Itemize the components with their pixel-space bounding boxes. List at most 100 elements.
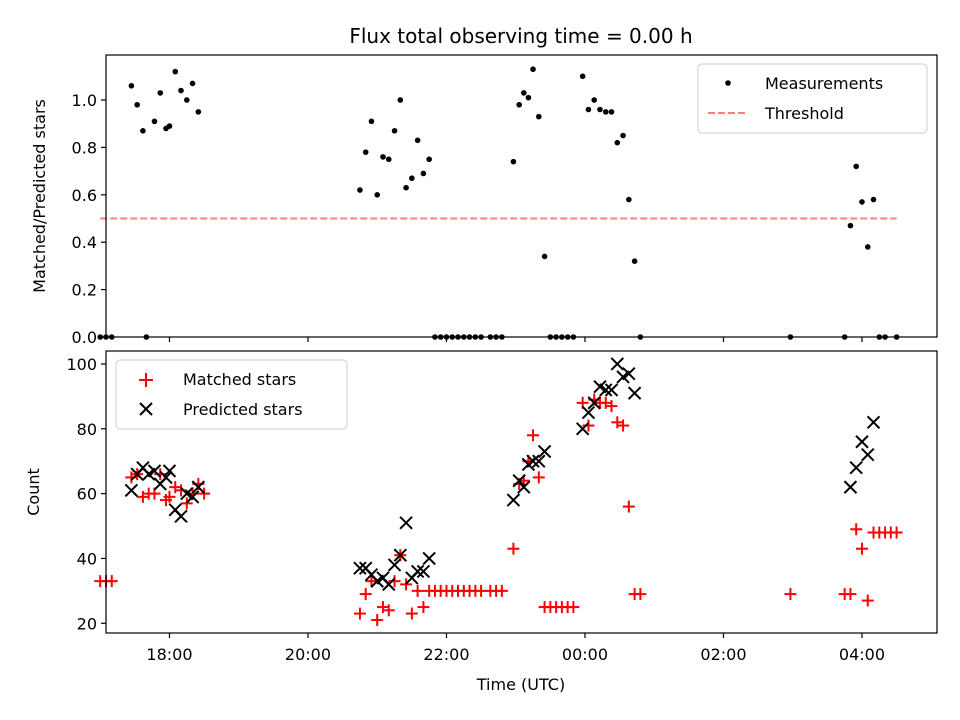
bottom-x-tick-label: 20:00 (285, 645, 331, 664)
matched-stars-point (163, 490, 176, 503)
top-y-tick-label: 0.8 (72, 138, 97, 157)
top-plot-marks (97, 66, 900, 340)
predicted-stars-point (537, 444, 552, 459)
measurement-point (864, 244, 871, 250)
predicted-stars-point (387, 558, 402, 572)
predicted-stars-point (581, 405, 596, 420)
measurement-point (516, 101, 522, 108)
predicted-stars-point (610, 357, 625, 371)
matched-stars-point (198, 487, 211, 500)
bottom-x-tick-label: 18:00 (146, 645, 192, 664)
matched-stars-point (495, 584, 508, 597)
matched-stars-point (417, 601, 430, 614)
legend-predicted-label: Predicted stars (183, 400, 303, 419)
measurement-point (409, 175, 415, 182)
matched-stars-point (180, 497, 193, 510)
bottom-y-tick-label: 40 (77, 549, 97, 568)
measurement-point (853, 163, 860, 170)
measurement-point (608, 109, 615, 115)
predicted-stars-point (506, 493, 521, 507)
bottom-x-tick-label: 04:00 (839, 645, 885, 664)
measurement-point (614, 139, 621, 146)
predicted-stars-point (162, 464, 177, 478)
matched-stars-point (617, 419, 630, 432)
measurement-point (178, 87, 184, 94)
matched-stars-point (175, 484, 188, 497)
predicted-stars-point (855, 435, 869, 449)
legend-predicted-marker (139, 402, 153, 416)
predicted-stars-point (399, 516, 413, 530)
measurement-point (134, 101, 140, 108)
matched-stars-point (371, 614, 384, 627)
top-y-axis-ticks: 0.0 0.2 0.4 0.6 0.8 1.0 (72, 91, 106, 347)
top-y-tick-label: 0.6 (72, 186, 97, 205)
matched-stars-point (405, 607, 418, 620)
top-panel: Flux total observing time = 0.00 h 0.0 0.… (30, 24, 938, 347)
measurement-point (530, 66, 536, 73)
measurement-point (510, 158, 517, 165)
matched-stars-point (532, 471, 545, 484)
measurement-point (602, 109, 609, 115)
measurement-point (521, 90, 527, 96)
bottom-x-tick-label: 02:00 (700, 645, 746, 664)
predicted-stars-point (575, 422, 590, 436)
predicted-stars-point (410, 564, 425, 579)
measurement-point (859, 199, 865, 205)
measurement-point (374, 192, 381, 198)
bottom-y-tick-label: 20 (77, 614, 97, 633)
matched-stars-point (861, 594, 874, 607)
top-plot-frame (105, 54, 938, 338)
measurement-point (403, 184, 409, 191)
predicted-stars-point (147, 464, 162, 478)
matched-stars-point (890, 526, 903, 539)
measurement-point (631, 258, 638, 264)
matched-stars-point (850, 523, 863, 536)
measurement-point (380, 154, 386, 160)
measurement-point (847, 222, 854, 229)
measurement-point (426, 156, 432, 163)
measurement-point (172, 68, 179, 75)
bottom-legend: Matched stars Predicted stars (115, 359, 348, 430)
matched-stars-point (359, 588, 372, 601)
matched-stars-point (411, 584, 424, 597)
top-x-axis-ticks (168, 337, 863, 342)
bottom-panel: 20 40 60 80 100 18:00 20:00 22:00 00:00 02:00 04:… (24, 350, 938, 694)
top-y-tick-label: 0.4 (72, 233, 97, 252)
measurement-point (597, 106, 603, 113)
matched-stars-point (388, 575, 401, 588)
measurement-point (189, 80, 196, 87)
top-y-tick-label: 0.0 (72, 328, 97, 347)
bottom-y-tick-label: 80 (77, 420, 97, 439)
matched-stars-point (382, 604, 395, 617)
matched-stars-point (567, 601, 580, 614)
matched-stars-point (784, 588, 797, 601)
measurement-point (357, 187, 363, 193)
predicted-stars-point (124, 483, 139, 498)
predicted-stars-point (604, 383, 619, 397)
matched-stars-point (527, 429, 540, 442)
measurement-point (397, 97, 404, 103)
bottom-x-axis-ticks: 18:00 20:00 22:00 00:00 02:00 04:00 (146, 633, 885, 664)
measurement-point (166, 123, 173, 129)
predicted-stars-point (849, 460, 863, 475)
bottom-x-axis-label: Time (UTC) (476, 675, 565, 694)
measurement-point (541, 253, 548, 260)
measurement-point (420, 170, 427, 177)
predicted-stars-point (512, 473, 526, 488)
measurement-point (157, 90, 164, 96)
matched-stars-point (605, 400, 618, 413)
predicted-stars-point (185, 490, 200, 504)
top-legend: Measurements Threshold (697, 63, 928, 134)
measurement-point (591, 97, 598, 103)
measurement-point (183, 97, 190, 103)
measurement-point (620, 132, 626, 139)
top-chart-title: Flux total observing time = 0.00 h (349, 24, 692, 48)
measurement-point (128, 83, 135, 89)
predicted-stars-point (587, 396, 601, 410)
predicted-stars-point (843, 480, 858, 494)
predicted-stars-point (526, 454, 540, 468)
predicted-stars-point (416, 564, 431, 579)
predicted-stars-point (622, 366, 636, 381)
predicted-stars-point (191, 480, 206, 494)
